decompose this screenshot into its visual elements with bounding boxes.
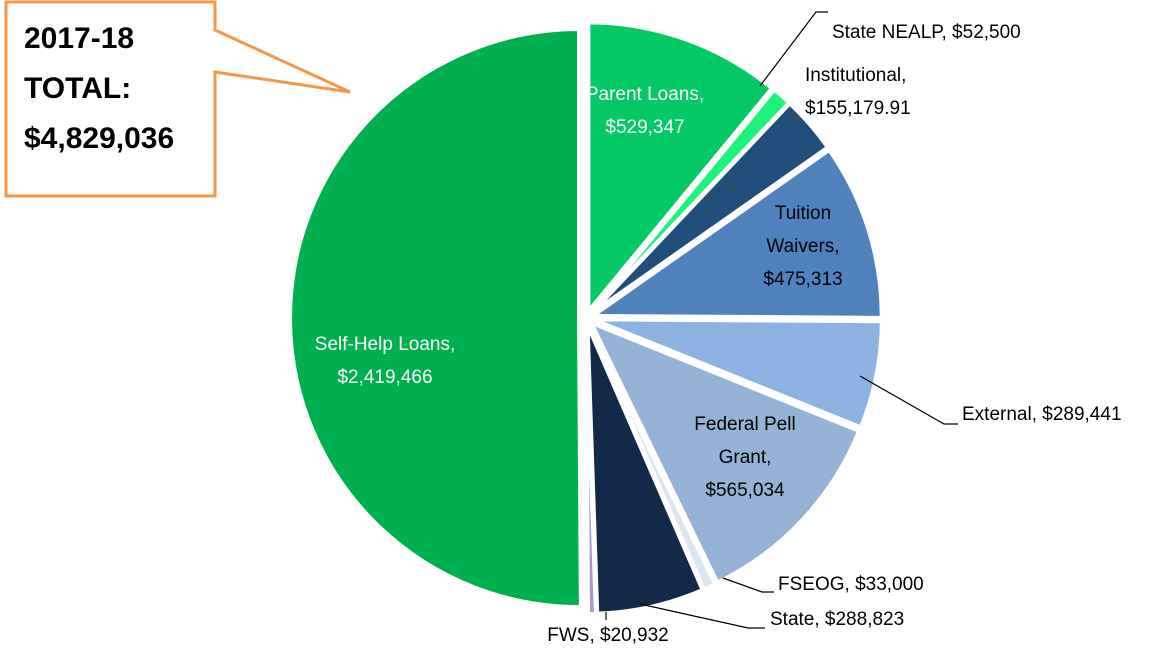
pie-slice	[584, 324, 598, 617]
leader-line	[859, 375, 958, 425]
pie-slice	[592, 317, 884, 431]
leader-line	[639, 603, 765, 629]
chart-title: 2017-18 TOTAL: $4,829,036	[24, 22, 174, 155]
slice-label: FSEOG, $33,000	[778, 574, 924, 595]
slice-label: Self-Help Loans, $2,419,466	[315, 334, 455, 388]
slice-label: State, $288,823	[770, 609, 904, 630]
pie-slice	[589, 100, 831, 316]
leader-line	[759, 11, 828, 87]
pie-slice	[587, 318, 862, 586]
slice-label: Parent Loans, $529,347	[586, 84, 704, 138]
slice-label: Institutional, $155,179.91	[805, 65, 911, 119]
slice-label: FWS, $20,932	[547, 625, 668, 646]
slice-label: Federal Pell Grant, $565,034	[694, 414, 795, 501]
slice-label: Tuition Waivers, $475,313	[763, 203, 842, 290]
pie-slice	[586, 20, 775, 317]
callout-box	[4, 0, 351, 198]
pie-slice	[586, 147, 884, 320]
leader-line	[722, 577, 774, 593]
pie-slice	[288, 27, 583, 610]
slice-label: State NEALP, $52,500	[832, 22, 1021, 43]
slice-label: External, $289,441	[962, 404, 1122, 425]
